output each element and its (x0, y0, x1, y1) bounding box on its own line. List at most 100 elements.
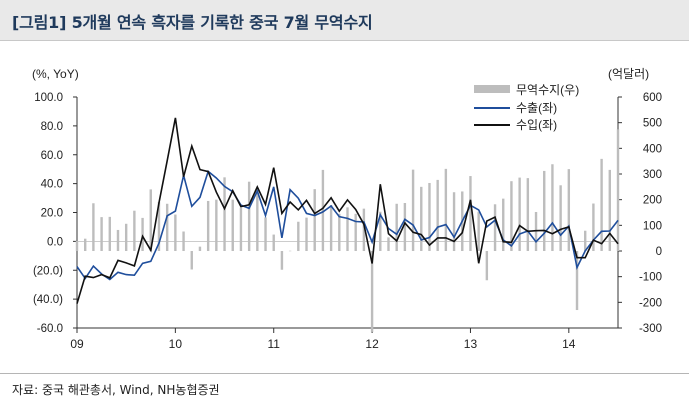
left-axis-unit: (%, YoY) (32, 67, 79, 81)
x-tick-label: 13 (464, 337, 478, 351)
trade-balance-bar (329, 205, 333, 251)
trade-balance-bar (428, 182, 431, 251)
trade-balance-bar (313, 189, 316, 251)
trade-balance-bar (608, 169, 612, 251)
trade-balance-bar (551, 164, 554, 251)
trade-balance-bar (83, 238, 87, 251)
trade-balance-bar (584, 230, 587, 251)
trade-balance-bar (141, 217, 144, 251)
trade-balance-bar (469, 176, 472, 251)
trade-balance-bar (124, 223, 128, 251)
trade-balance-bar (510, 181, 513, 251)
trade-balance-bar (264, 217, 267, 251)
left-tick-label: -60.0 (37, 323, 63, 335)
trade-balance-bar (206, 200, 210, 251)
legend-label-imports: 수입(좌) (516, 118, 557, 132)
trade-balance-bar (493, 204, 497, 251)
trade-balance-bar (354, 213, 357, 251)
trade-balance-bar (452, 192, 456, 251)
left-tick-label: 20.0 (41, 208, 63, 220)
trade-balance-bar (379, 211, 382, 251)
x-tick-label: 10 (169, 337, 183, 351)
trade-balance-bar (485, 251, 489, 281)
trade-balance-bar (116, 229, 120, 251)
trade-balance-bar (616, 129, 620, 251)
trade-balance-bar (559, 185, 562, 251)
source-note: 자료: 중국 해관총서, Wind, NH농협증권 (12, 383, 220, 397)
trade-balance-bar (256, 192, 259, 251)
trade-balance-bar (592, 203, 595, 251)
trade-balance-bar (92, 203, 95, 251)
left-tick-label: 100.0 (34, 92, 63, 104)
legend: 무역수지(우) 수출(좌) 수입(좌) (474, 83, 579, 132)
right-tick-label: -100 (639, 272, 662, 284)
trade-balance-bar (223, 177, 226, 251)
trade-balance-bar (215, 199, 218, 251)
chart: 100.0 80.0 60.0 40.0 20.0 0.0 (20.0) (40.0) -60.… (32, 67, 662, 351)
figure-title: [그림1] 5개월 연속 흑자를 기록한 중국 7월 무역수지 (12, 13, 373, 32)
lines-layer (76, 117, 619, 304)
bottom-rule (0, 373, 689, 374)
right-tick-label: 500 (643, 118, 662, 130)
x-tick-label: 12 (365, 337, 379, 351)
trade-balance-bar (575, 251, 579, 311)
trade-balance-bar (133, 210, 136, 251)
right-tick-label: -300 (639, 323, 662, 335)
trade-balance-bar (165, 203, 169, 251)
trade-balance-bar (518, 177, 521, 251)
trade-balance-bar (362, 208, 366, 251)
trade-balance-bar (297, 221, 300, 251)
trade-balance-bar (280, 251, 284, 270)
trade-balance-bar (272, 234, 275, 251)
trade-balance-bar (149, 189, 152, 251)
right-tick-label: 600 (643, 92, 662, 104)
right-tick-label: 100 (643, 220, 662, 232)
right-tick-label: 400 (643, 143, 662, 155)
trade-balance-bar (387, 237, 390, 251)
trade-balance-bar (198, 246, 202, 251)
trade-balance-bar (526, 178, 530, 251)
trade-balance-bar (100, 217, 103, 251)
left-tick-label: 60.0 (41, 150, 63, 162)
x-tick-label: 14 (562, 337, 576, 351)
x-tick-label: 11 (267, 337, 280, 351)
trade-balance-bar (567, 169, 571, 251)
trade-balance-bar (338, 213, 341, 251)
left-tick-label: (20.0) (33, 265, 63, 277)
trade-balance-bar (502, 198, 505, 251)
trade-balance-bar (239, 207, 243, 251)
trade-balance-bar (395, 203, 398, 251)
left-tick-label: 80.0 (41, 121, 63, 133)
trade-balance-bar (370, 251, 374, 332)
trade-balance-bar (321, 169, 325, 251)
trade-balance-bar (444, 168, 448, 251)
right-tick-label: 0 (656, 246, 662, 258)
trade-balance-bar (305, 217, 308, 251)
trade-balance-bar (477, 211, 480, 251)
left-tick-label: 40.0 (41, 179, 63, 191)
trade-balance-bar (182, 231, 185, 251)
right-tick-label: 300 (643, 169, 662, 181)
x-tick-label: 09 (70, 337, 84, 351)
legend-label-exports: 수출(좌) (516, 101, 557, 115)
left-tick-label: 0.0 (47, 236, 63, 248)
right-axis-unit: (억달러) (608, 67, 649, 81)
legend-label-trade-balance: 무역수지(우) (516, 83, 579, 97)
title-bar: [그림1] 5개월 연속 흑자를 기록한 중국 7월 무역수지 (0, 0, 689, 41)
trade-balance-bar (231, 199, 234, 251)
trade-balance-bar (108, 216, 111, 251)
legend-swatch-trade-balance (474, 85, 510, 93)
trade-balance-bar (411, 169, 415, 251)
trade-balance-bar (174, 214, 177, 251)
trade-balance-bar (436, 179, 439, 251)
trade-balance-bar (288, 250, 292, 252)
right-tick-label: -200 (639, 297, 662, 309)
trade-balance-bar (157, 201, 161, 251)
trade-balance-bar (346, 207, 349, 251)
imports-line (76, 117, 619, 304)
trade-balance-bar (543, 170, 546, 251)
left-tick-label: (40.0) (33, 294, 63, 306)
trade-balance-bar (190, 251, 193, 270)
right-tick-label: 200 (643, 195, 662, 207)
trade-balance-bar (247, 181, 251, 251)
